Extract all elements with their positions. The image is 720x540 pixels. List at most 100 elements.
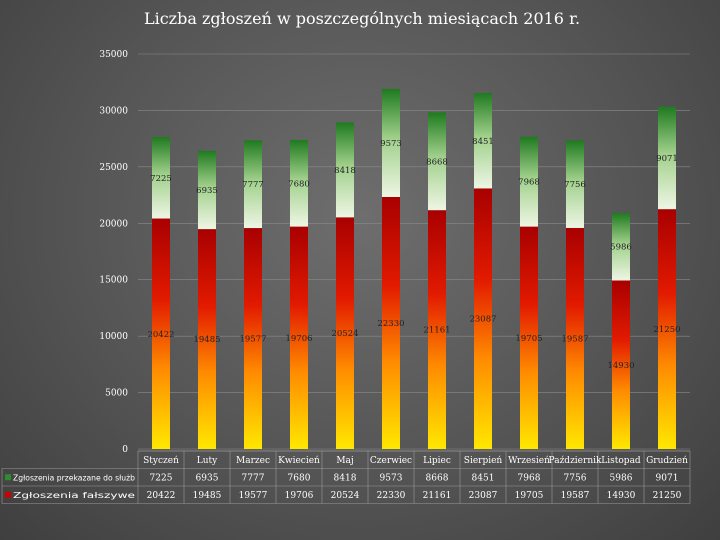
label-forwarded-5: 8418 bbox=[334, 166, 356, 176]
bar-false-1 bbox=[152, 218, 170, 449]
table-header-cell: Luty bbox=[197, 456, 218, 466]
table-header-cell: Styczeń bbox=[143, 455, 179, 466]
table-cell: 7756 bbox=[564, 473, 587, 483]
y-tick-label: 20000 bbox=[99, 219, 128, 229]
legend-key-false bbox=[5, 491, 11, 498]
table-cell: 8418 bbox=[334, 473, 357, 483]
label-false-6: 22330 bbox=[377, 319, 404, 329]
table-cell: 9071 bbox=[656, 473, 679, 483]
label-false-8: 23087 bbox=[469, 315, 496, 325]
bar-false-12 bbox=[658, 209, 676, 449]
bar-forwarded-8 bbox=[474, 93, 492, 189]
y-tick-label: 15000 bbox=[99, 276, 128, 286]
table-cell: 19485 bbox=[193, 491, 222, 501]
table-header-cell: Marzec bbox=[236, 456, 270, 466]
table-cell: 7680 bbox=[288, 473, 311, 483]
legend-key-forwarded bbox=[5, 474, 11, 481]
table-header-cell: Maj bbox=[336, 456, 353, 466]
bar-false-11 bbox=[612, 280, 630, 449]
table-cell: 5986 bbox=[610, 473, 633, 483]
bar-forwarded-12 bbox=[658, 106, 676, 210]
table-cell: 8451 bbox=[472, 473, 495, 483]
label-forwarded-9: 7968 bbox=[518, 178, 540, 188]
bar-false-5 bbox=[336, 217, 354, 449]
table-header-cell: Kwiecień bbox=[278, 455, 320, 466]
y-tick-label: 5000 bbox=[105, 389, 128, 399]
table-cell: 23087 bbox=[469, 491, 498, 501]
y-tick-label: 10000 bbox=[99, 332, 128, 342]
bar-forwarded-3 bbox=[244, 140, 262, 229]
table-header-cell: Wrzesień bbox=[508, 455, 550, 466]
label-false-12: 21250 bbox=[653, 325, 680, 335]
gridlines bbox=[138, 53, 690, 450]
label-forwarded-3: 7777 bbox=[242, 180, 264, 190]
table-row-header: Zgłoszenia przekazane do służb bbox=[13, 473, 135, 482]
chart-title: Liczba zgłoszeń w poszczególnych miesiąc… bbox=[144, 9, 580, 28]
bar-forwarded-11 bbox=[612, 212, 630, 281]
label-forwarded-12: 9071 bbox=[656, 154, 678, 164]
y-tick-label: 0 bbox=[122, 445, 128, 455]
table-cell: 8668 bbox=[426, 473, 449, 483]
label-false-10: 19587 bbox=[561, 334, 588, 344]
y-tick-label: 35000 bbox=[99, 50, 128, 60]
data-table: Styczeń 7225 20422 Luty 6935 19485 Marzec 7777 1… bbox=[1, 450, 691, 504]
bar-forwarded-2 bbox=[198, 150, 216, 230]
y-tick-label: 30000 bbox=[99, 106, 128, 116]
label-false-5: 20524 bbox=[331, 329, 358, 339]
label-forwarded-7: 8668 bbox=[426, 157, 448, 167]
label-forwarded-2: 6935 bbox=[196, 186, 218, 196]
bar-forwarded-9 bbox=[520, 136, 538, 227]
bars bbox=[152, 88, 676, 449]
label-false-4: 19706 bbox=[285, 334, 312, 344]
table-cell: 6935 bbox=[196, 473, 219, 483]
bar-forwarded-6 bbox=[382, 88, 400, 197]
bar-false-10 bbox=[566, 227, 584, 449]
label-false-3: 19577 bbox=[239, 335, 266, 345]
table-cell: 22330 bbox=[377, 491, 406, 501]
table-cell: 20422 bbox=[147, 491, 176, 501]
table-cell: 21250 bbox=[653, 491, 682, 501]
label-false-9: 19705 bbox=[515, 334, 542, 344]
table-cell: 21161 bbox=[423, 491, 452, 501]
table-cell: 19577 bbox=[239, 491, 268, 501]
table-cell: 14930 bbox=[607, 491, 636, 501]
bar-forwarded-1 bbox=[152, 136, 170, 219]
bar-false-7 bbox=[428, 210, 446, 449]
table-cell: 19705 bbox=[515, 491, 544, 501]
bar-forwarded-4 bbox=[290, 139, 308, 227]
label-forwarded-10: 7756 bbox=[564, 180, 586, 190]
bar-false-3 bbox=[244, 228, 262, 449]
bar-false-2 bbox=[198, 229, 216, 449]
table-header-cell: Listopad bbox=[601, 456, 641, 466]
bar-false-6 bbox=[382, 196, 400, 449]
bar-forwarded-7 bbox=[428, 112, 446, 211]
label-false-2: 19485 bbox=[193, 335, 220, 345]
table-cell: 19587 bbox=[561, 491, 590, 501]
label-forwarded-6: 9573 bbox=[380, 139, 402, 149]
label-forwarded-1: 7225 bbox=[150, 174, 172, 184]
table-cell: 9573 bbox=[380, 473, 403, 483]
table-header-cell: Październik bbox=[549, 455, 602, 466]
y-tick-label: 25000 bbox=[99, 163, 128, 173]
table-header-cell: Sierpień bbox=[464, 455, 503, 466]
table-cell: 7225 bbox=[150, 473, 173, 483]
table-row-header: Zgłoszenia fałszywe bbox=[13, 491, 135, 500]
y-axis: 0 5000 10000 15000 20000 25000 30000 35000 bbox=[99, 50, 128, 455]
label-false-7: 21161 bbox=[423, 326, 450, 336]
bar-false-8 bbox=[474, 188, 492, 449]
bar-forwarded-10 bbox=[566, 140, 584, 228]
label-forwarded-4: 7680 bbox=[288, 179, 310, 189]
table-cell: 7777 bbox=[242, 473, 265, 483]
table-header-cell: Lipiec bbox=[423, 456, 451, 466]
table-header-cell: Grudzień bbox=[646, 455, 688, 466]
label-forwarded-11: 5986 bbox=[610, 243, 632, 253]
bar-false-9 bbox=[520, 226, 538, 449]
bar-false-4 bbox=[290, 226, 308, 449]
table-cell: 19706 bbox=[285, 491, 314, 501]
table-cell: 7968 bbox=[518, 473, 541, 483]
label-false-11: 14930 bbox=[607, 361, 634, 371]
label-false-1: 20422 bbox=[147, 330, 174, 340]
data-labels: 20422 7225 19485 6935 19577 7777 19706 7680 2052… bbox=[147, 137, 680, 371]
table-header-cell: Czerwiec bbox=[370, 456, 412, 466]
